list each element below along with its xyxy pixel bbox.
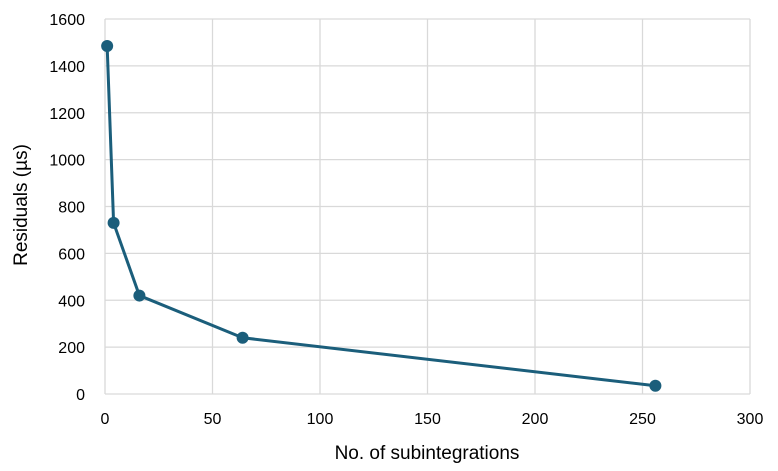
grid [104,18,751,395]
data-point [236,331,249,344]
y-tick-label: 0 [76,387,85,404]
y-tick-label: 200 [58,340,85,357]
series [101,39,662,392]
data-point [101,39,114,52]
data-point [649,379,662,392]
y-tick-label: 1200 [49,106,85,123]
y-tick-label: 1400 [49,59,85,76]
series-line [105,45,656,388]
x-tick-label: 100 [307,411,334,428]
data-point [107,216,120,229]
x-tick-label: 0 [101,411,110,428]
x-tick-label: 200 [522,411,549,428]
x-axis-title: No. of subintegrations [335,443,520,464]
x-tick-label: 300 [737,411,764,428]
x-tick-label: 50 [204,411,222,428]
y-tick-label: 400 [58,293,85,310]
x-tick-label: 250 [629,411,656,428]
y-tick-label: 1600 [49,12,85,29]
y-tick-label: 600 [58,246,85,263]
y-axis-title: Residuals (µs) [11,144,32,266]
x-tick-label: 150 [414,411,441,428]
y-tick-label: 1000 [49,153,85,170]
y-axis-ticks: 0 200 400 600 800 1000 1200 1400 1600 [49,12,85,404]
data-point [133,289,146,302]
y-tick-label: 800 [58,200,85,217]
x-axis-ticks: 0 50 100 150 200 250 300 [101,411,764,428]
